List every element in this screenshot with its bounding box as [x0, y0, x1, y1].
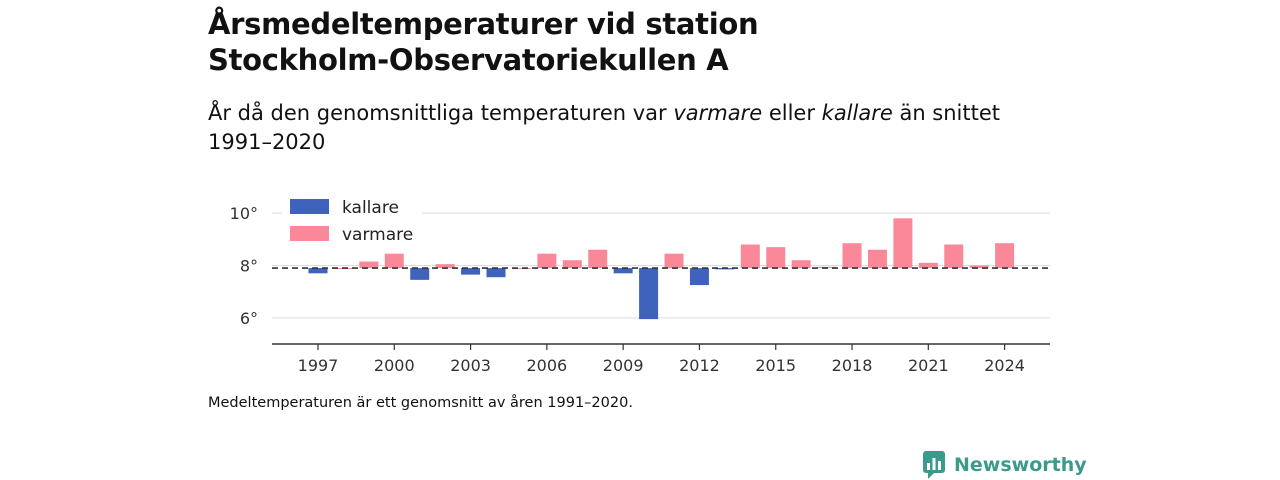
- title-line-1: Årsmedeltemperaturer vid station: [208, 7, 759, 41]
- bar-2003: [461, 268, 481, 275]
- legend-warm-label: varmare: [342, 225, 413, 245]
- x-tick-label: 2018: [832, 356, 873, 375]
- y-tick-label: 10°: [230, 204, 258, 223]
- subtitle-warm-word: varmare: [673, 101, 763, 125]
- brand-logo[interactable]: Newsworthy: [922, 450, 1087, 480]
- newsworthy-logo-icon: [923, 451, 945, 479]
- bar-2018: [842, 243, 862, 269]
- footnote: Medeltemperaturen är ett genomsnitt av å…: [208, 395, 633, 411]
- bar-2022: [944, 244, 964, 269]
- x-tick-label: 2012: [679, 356, 720, 375]
- x-tick-label: 1997: [298, 356, 339, 375]
- legend-cold-swatch: [290, 199, 329, 214]
- bar-2024: [995, 243, 1015, 269]
- subtitle-part-3: än snittet 1991–2020: [208, 101, 1001, 154]
- x-tick-label: 2021: [908, 356, 949, 375]
- bar-2016: [791, 260, 811, 269]
- bar-2009: [613, 268, 633, 274]
- brand-name: Newsworthy: [954, 454, 1087, 476]
- bar-2014: [740, 244, 760, 269]
- subtitle-part-2: eller: [762, 101, 822, 125]
- y-tick-label: 8°: [240, 256, 258, 275]
- legend-cold-label: kallare: [342, 198, 399, 218]
- bar-2020: [893, 218, 913, 269]
- legend-warm-swatch: [290, 226, 329, 241]
- x-tick-label: 2024: [984, 356, 1025, 375]
- bar-2021: [918, 262, 938, 269]
- bar-2006: [537, 253, 557, 269]
- bar-2010: [639, 268, 659, 320]
- subtitle-cold-word: kallare: [821, 101, 893, 125]
- bar-2002: [435, 264, 455, 269]
- x-tick-label: 2003: [450, 356, 491, 375]
- bar-1999: [359, 261, 379, 269]
- bar-2004: [486, 268, 506, 278]
- bar-2012: [689, 268, 709, 286]
- title-line-2: Stockholm-Observatoriekullen A: [208, 43, 729, 77]
- bar-2023: [969, 265, 989, 269]
- bar-2015: [766, 247, 786, 269]
- chart-title: Årsmedeltemperaturer vid station Stockho…: [208, 6, 1008, 78]
- bar-2007: [562, 260, 582, 269]
- x-tick-label: 2015: [755, 356, 796, 375]
- subtitle-part-1: År då den genomsnittliga temperaturen va…: [208, 101, 674, 125]
- x-tick-label: 2000: [374, 356, 415, 375]
- y-tick-label: 6°: [240, 309, 258, 328]
- bar-1997: [308, 268, 328, 274]
- bar-2008: [588, 249, 608, 269]
- x-tick-label: 2009: [603, 356, 644, 375]
- chart-subtitle: År då den genomsnittliga temperaturen va…: [208, 99, 1028, 157]
- bar-2005: [511, 268, 531, 270]
- bar-2011: [664, 253, 684, 269]
- x-tick-label: 2006: [527, 356, 568, 375]
- bar-2000: [384, 253, 404, 269]
- bar-2001: [410, 268, 430, 280]
- bar-2019: [867, 249, 887, 269]
